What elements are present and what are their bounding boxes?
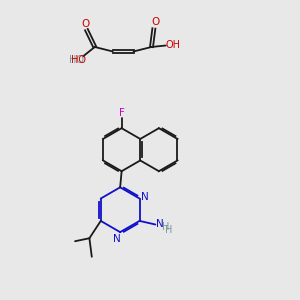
Text: HO: HO [69,55,84,64]
Text: HO: HO [71,55,86,65]
Text: N: N [113,234,121,244]
Text: F: F [119,108,124,118]
Text: OH: OH [166,40,181,50]
Text: O: O [151,17,159,28]
Text: O: O [81,19,90,29]
Text: N: N [156,219,164,229]
Text: H: H [165,225,172,235]
Text: N: N [141,192,149,202]
Text: H: H [162,222,169,232]
